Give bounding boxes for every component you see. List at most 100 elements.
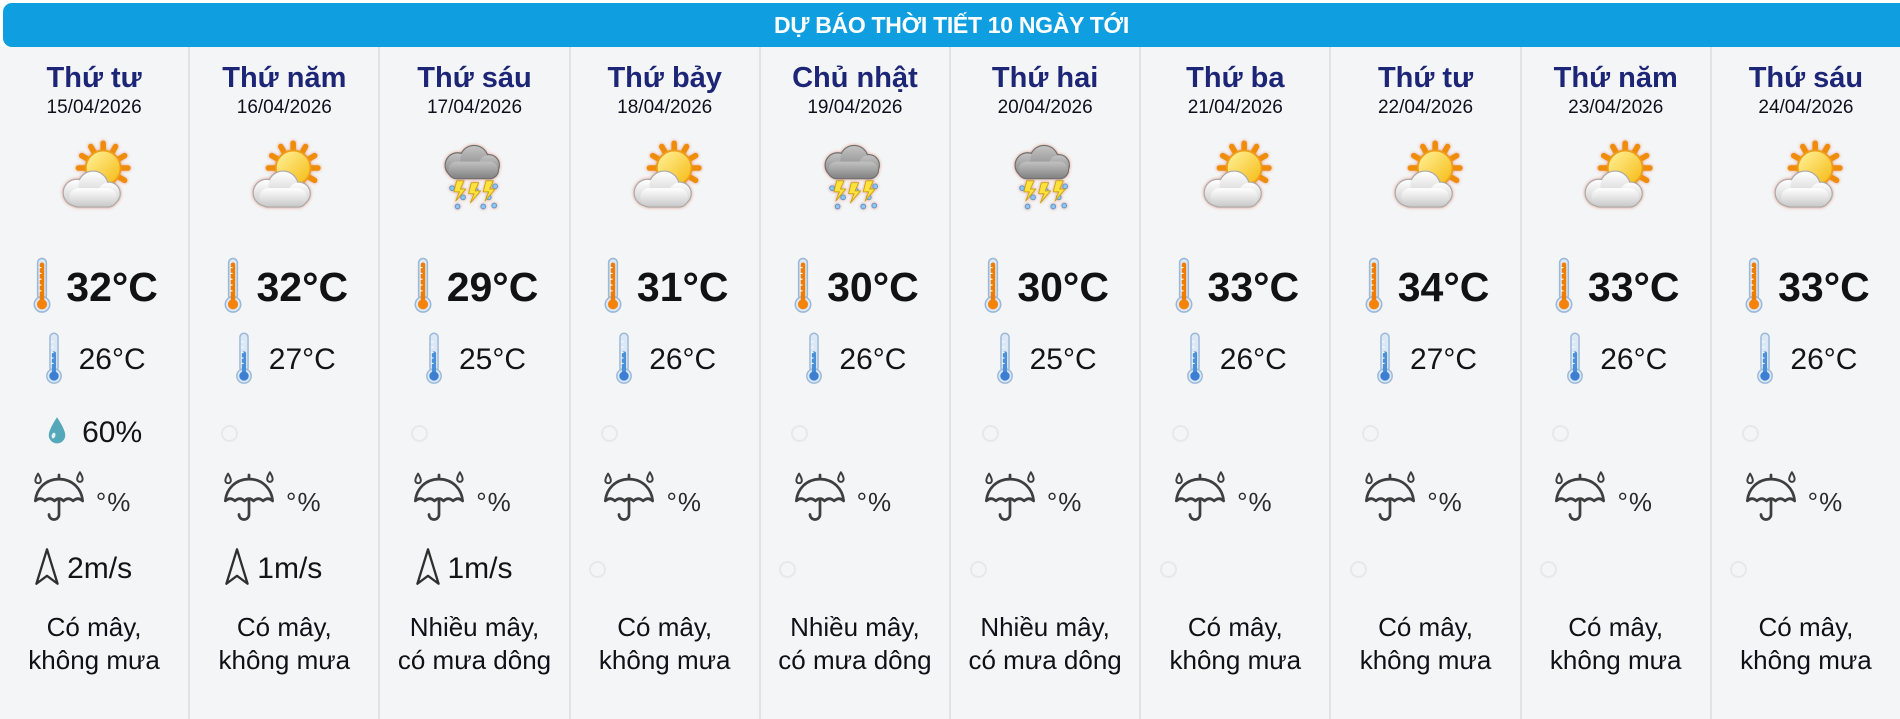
- low-temp-value: 26°C: [839, 343, 907, 376]
- wind-row: [1730, 539, 1857, 599]
- empty-placeholder-icon: [1540, 560, 1558, 578]
- day-date: 16/04/2026: [236, 97, 332, 118]
- high-temp-row: 32°C: [30, 247, 158, 327]
- wind-speed-value: 1m/s: [447, 552, 513, 585]
- empty-placeholder-icon: [601, 424, 619, 442]
- description-line-2: không mưa: [598, 645, 731, 675]
- description-line-1: Nhiều mây,: [790, 612, 920, 642]
- low-temp-row: 26°C: [1184, 327, 1287, 393]
- umbrella-icon: [790, 470, 850, 534]
- description-line-2: có mưa dông: [397, 645, 552, 675]
- wind-speed-value: 1m/s: [257, 552, 323, 585]
- forecast-columns: Thứ tư 15/04/2026: [0, 47, 1900, 719]
- thermometer-low-icon: [233, 331, 255, 390]
- description-line-1: Có mây,: [617, 612, 713, 642]
- high-temp-value: 32°C: [66, 263, 158, 310]
- sun-cloud-icon: [240, 129, 328, 229]
- sun-cloud-icon: [1382, 129, 1470, 229]
- rain-chance-value: °%: [95, 486, 132, 517]
- description-line-1: Nhiều mây,: [980, 612, 1110, 642]
- umbrella-icon: [219, 470, 279, 534]
- low-temp-value: 26°C: [1219, 343, 1287, 376]
- rain-chance-value: °%: [856, 486, 893, 517]
- rain-chance-row: °%: [980, 465, 1083, 539]
- forecast-day-card[interactable]: Thứ sáu 17/04/2026: [380, 47, 571, 719]
- forecast-day-card[interactable]: Chủ nhật 19/04/2026: [760, 47, 952, 719]
- umbrella-icon: [1550, 470, 1610, 534]
- low-temp-row: 26°C: [803, 327, 906, 393]
- rain-chance-value: °%: [1427, 486, 1463, 517]
- empty-placeholder-icon: [1742, 424, 1760, 442]
- description-line-2: không mưa: [1740, 645, 1872, 675]
- empty-placeholder-icon: [1159, 560, 1177, 578]
- wind-row: [1159, 539, 1287, 599]
- rain-chance-row: °%: [409, 465, 512, 539]
- empty-placeholder-icon: [1552, 424, 1570, 442]
- weather-description: Có mây, không mưa: [1740, 611, 1872, 677]
- empty-placeholder-icon: [411, 424, 428, 442]
- humidity-row: [1171, 401, 1299, 465]
- umbrella-icon: [1170, 470, 1230, 534]
- forecast-day-card[interactable]: Thứ hai 20/04/2026: [951, 47, 1142, 719]
- thermometer-low-icon: [803, 331, 825, 390]
- rain-chance-value: °%: [1046, 486, 1083, 517]
- high-temp-value: 30°C: [827, 263, 919, 310]
- forecast-day-card[interactable]: Thứ tư 22/04/2026: [1331, 47, 1522, 719]
- forecast-day-card[interactable]: Thứ sáu 24/04/2026: [1711, 47, 1900, 719]
- high-temp-row: 33°C: [1172, 247, 1300, 327]
- day-name: Thứ năm: [222, 62, 347, 94]
- thermometer-low-icon: [1754, 331, 1776, 390]
- rain-chance-value: °%: [1617, 486, 1653, 517]
- high-temp-value: 32°C: [256, 263, 349, 310]
- thermometer-low-icon: [613, 331, 635, 390]
- humidity-row: [411, 401, 538, 465]
- description-line-2: không mưa: [1549, 645, 1682, 675]
- high-temp-row: 33°C: [1742, 247, 1870, 327]
- high-temp-value: 33°C: [1778, 263, 1870, 310]
- weather-description: Có mây, không mưa: [599, 611, 731, 677]
- description-line-2: có mưa dông: [968, 645, 1122, 675]
- low-temp-row: 26°C: [613, 327, 716, 393]
- wind-row: 1m/s: [222, 539, 322, 599]
- thermometer-high-icon: [1362, 256, 1386, 319]
- low-temp-value: 25°C: [1029, 343, 1097, 376]
- day-name: Thứ tư: [1377, 62, 1474, 94]
- rain-chance-row: °%: [1170, 465, 1273, 539]
- wind-row: 2m/s: [32, 539, 132, 599]
- umbrella-icon: [599, 470, 659, 534]
- sun-cloud-icon: [50, 129, 138, 229]
- description-line-1: Có mây,: [1187, 612, 1283, 642]
- thermometer-high-icon: [30, 256, 54, 319]
- high-temp-value: 33°C: [1207, 263, 1300, 310]
- forecast-day-card[interactable]: Thứ năm 23/04/2026: [1521, 47, 1712, 719]
- humidity-row: 60%: [46, 401, 142, 465]
- empty-placeholder-icon: [1730, 560, 1748, 578]
- storm-rain-icon: [811, 129, 899, 229]
- rain-chance-value: °%: [476, 486, 512, 517]
- day-date: 24/04/2026: [1758, 97, 1854, 118]
- low-temp-row: 26°C: [43, 327, 146, 393]
- low-temp-value: 26°C: [78, 343, 146, 376]
- low-temp-value: 26°C: [1600, 343, 1668, 376]
- weather-description: Có mây, không mưa: [1550, 611, 1682, 677]
- rain-chance-row: °%: [599, 465, 702, 539]
- forecast-day-card[interactable]: Thứ tư 15/04/2026: [0, 47, 191, 719]
- forecast-day-card[interactable]: Thứ ba 21/04/2026: [1141, 47, 1332, 719]
- empty-placeholder-icon: [779, 560, 797, 578]
- umbrella-icon: [980, 470, 1040, 534]
- umbrella-icon: [1360, 470, 1420, 534]
- humidity-row: [1552, 401, 1679, 465]
- forecast-day-card[interactable]: Thứ năm 16/04/2026: [190, 47, 381, 719]
- wind-row: [589, 539, 716, 599]
- humidity-row: [1742, 401, 1869, 465]
- forecast-day-card[interactable]: Thứ bảy 18/04/2026: [570, 47, 761, 719]
- thermometer-low-icon: [1564, 331, 1586, 390]
- sun-cloud-icon: [1762, 129, 1850, 229]
- day-name: Chủ nhật: [792, 62, 918, 94]
- wind-speed-value: 2m/s: [67, 552, 133, 585]
- description-line-1: Có mây,: [46, 612, 142, 642]
- day-date: 23/04/2026: [1568, 97, 1664, 118]
- empty-placeholder-icon: [1171, 424, 1189, 442]
- description-line-1: Có mây,: [1568, 612, 1664, 642]
